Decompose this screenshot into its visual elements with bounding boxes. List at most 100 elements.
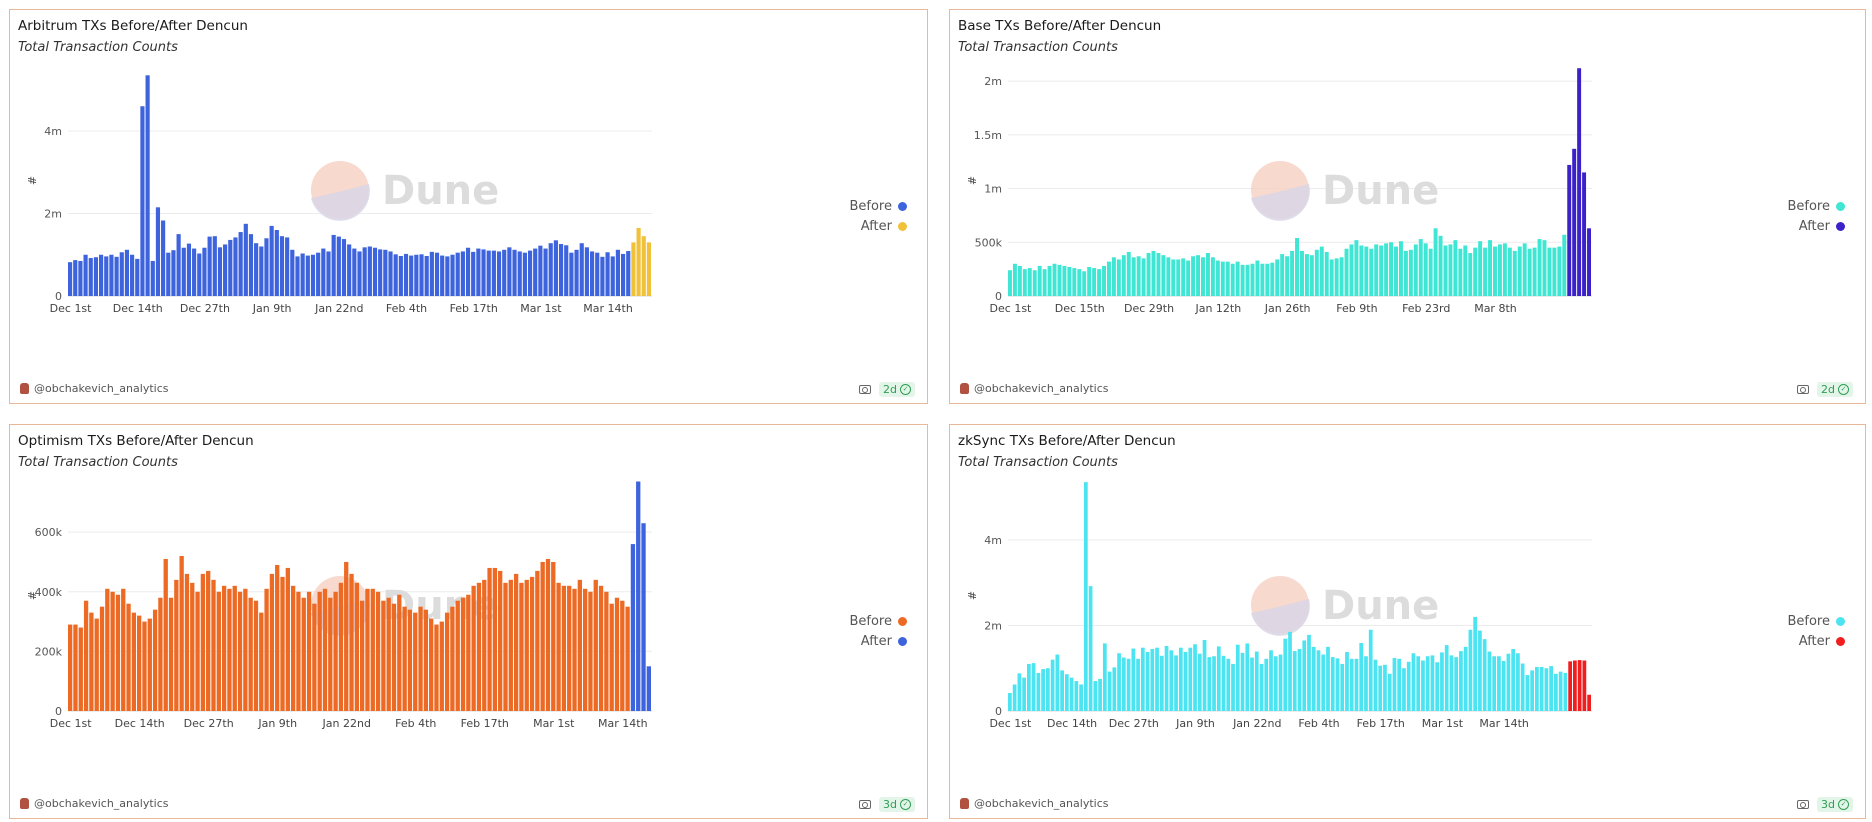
bar-before[interactable]: [1106, 261, 1111, 296]
bar-before[interactable]: [207, 236, 212, 296]
bar-before[interactable]: [1330, 657, 1335, 711]
bar-before[interactable]: [1530, 670, 1535, 711]
bar-before[interactable]: [1525, 675, 1530, 711]
bar-before[interactable]: [1335, 658, 1340, 711]
bar-before[interactable]: [1171, 259, 1176, 296]
bar-before[interactable]: [529, 576, 535, 711]
bar-before[interactable]: [1245, 264, 1250, 296]
bar-before[interactable]: [1008, 270, 1012, 296]
bar-before[interactable]: [1136, 256, 1141, 296]
bar-before[interactable]: [1082, 271, 1087, 296]
bar-before[interactable]: [322, 588, 328, 711]
bar-before[interactable]: [264, 238, 269, 296]
bar-before[interactable]: [498, 570, 503, 711]
bar-before[interactable]: [1221, 655, 1226, 711]
bar-before[interactable]: [1176, 259, 1181, 296]
bar-before[interactable]: [68, 262, 73, 296]
bar-before[interactable]: [121, 588, 126, 711]
bar-before[interactable]: [1326, 646, 1330, 711]
bar-before[interactable]: [1359, 642, 1364, 711]
bar-before[interactable]: [360, 600, 365, 711]
bar-before[interactable]: [216, 591, 221, 711]
bar-before[interactable]: [445, 256, 450, 296]
bar-before[interactable]: [574, 249, 579, 296]
bar-before[interactable]: [333, 591, 338, 711]
bar-before[interactable]: [1141, 258, 1146, 296]
bar-before[interactable]: [1260, 263, 1265, 296]
bar-before[interactable]: [614, 597, 620, 711]
bar-before[interactable]: [572, 588, 577, 711]
bar-before[interactable]: [1112, 667, 1117, 711]
bar-before[interactable]: [1506, 653, 1511, 711]
bar-before[interactable]: [192, 248, 197, 296]
bar-before[interactable]: [1102, 265, 1106, 296]
bar-before[interactable]: [481, 249, 486, 296]
bar-before[interactable]: [306, 591, 312, 711]
bar-before[interactable]: [553, 240, 558, 296]
bar-before[interactable]: [99, 254, 104, 296]
bar-before[interactable]: [1156, 253, 1161, 296]
bar-after[interactable]: [1582, 660, 1587, 711]
bar-before[interactable]: [124, 249, 130, 296]
bar-before[interactable]: [1394, 246, 1398, 296]
bar-before[interactable]: [1207, 657, 1212, 711]
bar-before[interactable]: [1012, 263, 1017, 296]
bar-before[interactable]: [381, 600, 386, 711]
bar-before[interactable]: [512, 249, 517, 296]
bar-before[interactable]: [375, 591, 381, 711]
bar-before[interactable]: [274, 230, 279, 296]
bar-before[interactable]: [155, 207, 161, 296]
bar-before[interactable]: [1225, 261, 1230, 296]
bar-before[interactable]: [1535, 666, 1539, 711]
bar-before[interactable]: [1398, 241, 1403, 296]
bar-before[interactable]: [1387, 673, 1392, 711]
bar-before[interactable]: [197, 253, 202, 296]
bar-before[interactable]: [1022, 269, 1027, 296]
bar-before[interactable]: [1537, 239, 1542, 296]
bar-before[interactable]: [1482, 639, 1487, 711]
bar-before[interactable]: [1438, 235, 1443, 296]
bar-before[interactable]: [507, 247, 512, 296]
bar-before[interactable]: [1008, 693, 1012, 711]
bar-before[interactable]: [1226, 658, 1231, 711]
bar-before[interactable]: [367, 246, 372, 297]
bar-before[interactable]: [1042, 269, 1047, 296]
bar-before[interactable]: [1273, 656, 1278, 711]
bar-before[interactable]: [171, 250, 176, 296]
bar-before[interactable]: [418, 606, 423, 711]
bar-before[interactable]: [1093, 681, 1098, 711]
bar-before[interactable]: [1205, 253, 1210, 296]
bar-after[interactable]: [646, 242, 651, 296]
bar-before[interactable]: [393, 254, 398, 296]
bar-before[interactable]: [1140, 647, 1145, 711]
bar-before[interactable]: [1430, 655, 1435, 711]
bar-before[interactable]: [558, 244, 564, 296]
bar-before[interactable]: [1527, 248, 1532, 296]
bar-before[interactable]: [1459, 651, 1463, 711]
bar-before[interactable]: [1197, 653, 1202, 711]
bar-before[interactable]: [328, 597, 333, 711]
bar-before[interactable]: [137, 615, 142, 711]
bar-before[interactable]: [1478, 630, 1482, 711]
bar-before[interactable]: [1544, 668, 1549, 711]
bar-before[interactable]: [1292, 651, 1297, 711]
bar-before[interactable]: [1131, 648, 1136, 711]
bar-before[interactable]: [1116, 259, 1121, 296]
bar-before[interactable]: [109, 254, 114, 296]
bar-before[interactable]: [88, 258, 93, 296]
bar-before[interactable]: [1329, 259, 1334, 296]
bar-before[interactable]: [1542, 240, 1547, 296]
bar-before[interactable]: [533, 248, 538, 296]
bar-before[interactable]: [233, 237, 238, 296]
bar-before[interactable]: [476, 248, 481, 296]
bar-before[interactable]: [522, 252, 527, 296]
bar-before[interactable]: [545, 558, 551, 711]
camera-icon[interactable]: [859, 800, 872, 809]
freshness-badge[interactable]: 3d ✓: [879, 797, 915, 812]
bar-before[interactable]: [471, 585, 476, 711]
bar-before[interactable]: [1406, 661, 1411, 711]
bar-before[interactable]: [1517, 246, 1522, 296]
bar-before[interactable]: [259, 612, 264, 711]
bar-before[interactable]: [280, 576, 285, 711]
bar-before[interactable]: [600, 256, 605, 296]
